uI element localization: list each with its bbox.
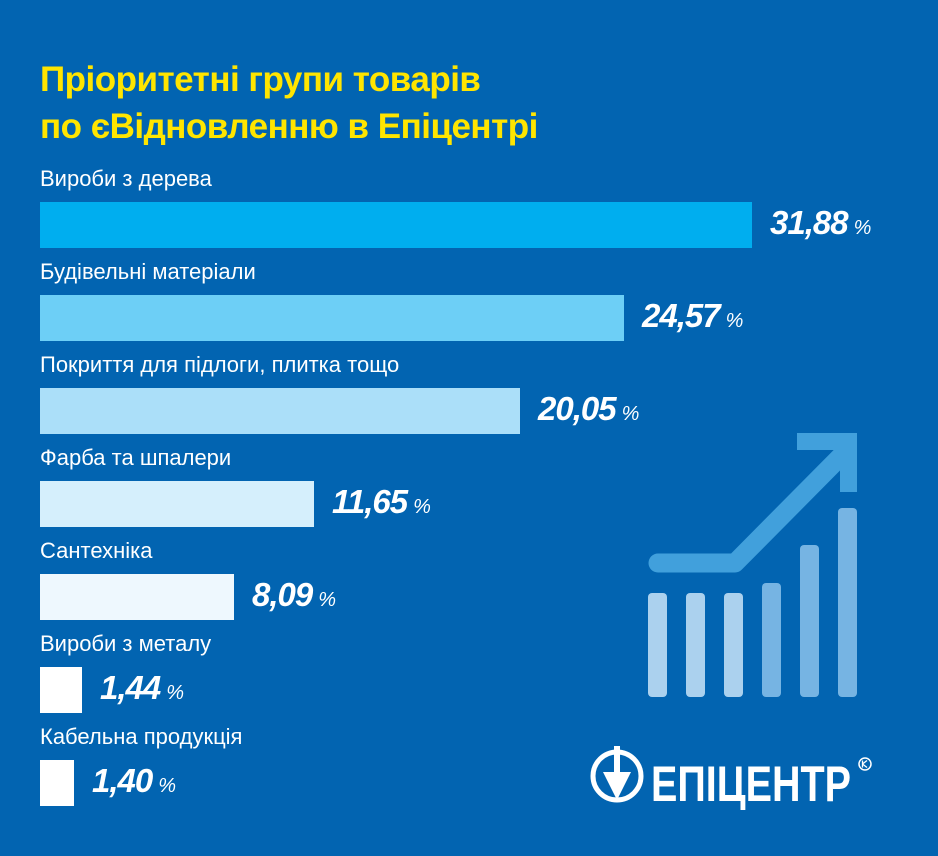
category-label: Кабельна продукція bbox=[40, 724, 243, 749]
percent-sign: % bbox=[413, 496, 431, 518]
bar bbox=[40, 295, 624, 341]
svg-text:ЕПІЦЕНТР: ЕПІЦЕНТР bbox=[651, 756, 851, 810]
value-label: 31,88% bbox=[770, 204, 872, 242]
category-label: Сантехніка bbox=[40, 538, 153, 563]
value-label: 1,40% bbox=[92, 762, 176, 800]
value-number: 1,40 bbox=[92, 762, 153, 799]
percent-sign: % bbox=[725, 310, 744, 332]
registered-mark-icon bbox=[858, 757, 872, 771]
bar bbox=[40, 667, 82, 713]
value-label: 20,05% bbox=[538, 390, 640, 428]
bar bbox=[40, 760, 74, 806]
bar bbox=[40, 388, 520, 434]
value-label: 11,65% bbox=[332, 483, 431, 521]
bar bbox=[40, 481, 314, 527]
percent-sign: % bbox=[853, 217, 872, 239]
value-number: 20,05 bbox=[538, 390, 617, 427]
value-label: 1,44% bbox=[100, 669, 184, 707]
value-number: 24,57 bbox=[642, 297, 721, 334]
value-number: 11,65 bbox=[332, 483, 408, 520]
category-label: Будівельні матеріали bbox=[40, 259, 256, 284]
category-label: Фарба та шпалери bbox=[40, 445, 232, 470]
percent-sign: % bbox=[158, 775, 176, 797]
value-number: 1,44 bbox=[100, 669, 161, 706]
bar bbox=[40, 202, 752, 248]
value-number: 8,09 bbox=[252, 576, 313, 613]
category-label: Вироби з металу bbox=[40, 631, 212, 656]
growth-chart-icon bbox=[648, 433, 857, 697]
epicentr-logo: ЕПІЦЕНТР bbox=[590, 746, 872, 810]
percent-sign: % bbox=[166, 682, 184, 704]
percent-sign: % bbox=[621, 403, 640, 425]
title-line-1: Пріоритетні групи товарів bbox=[40, 60, 481, 99]
category-label: Покриття для підлоги, плитка тощо bbox=[40, 352, 400, 377]
value-label: 8,09% bbox=[252, 576, 336, 614]
percent-sign: % bbox=[318, 589, 336, 611]
value-number: 31,88 bbox=[770, 204, 849, 241]
category-label: Вироби з дерева bbox=[40, 166, 212, 191]
title-line-2: по єВідновленню в Епіцентрі bbox=[40, 107, 538, 146]
value-label: 24,57% bbox=[642, 297, 744, 335]
bar bbox=[40, 574, 234, 620]
chart-title: Пріоритетні групи товарів по єВідновленн… bbox=[40, 56, 538, 150]
